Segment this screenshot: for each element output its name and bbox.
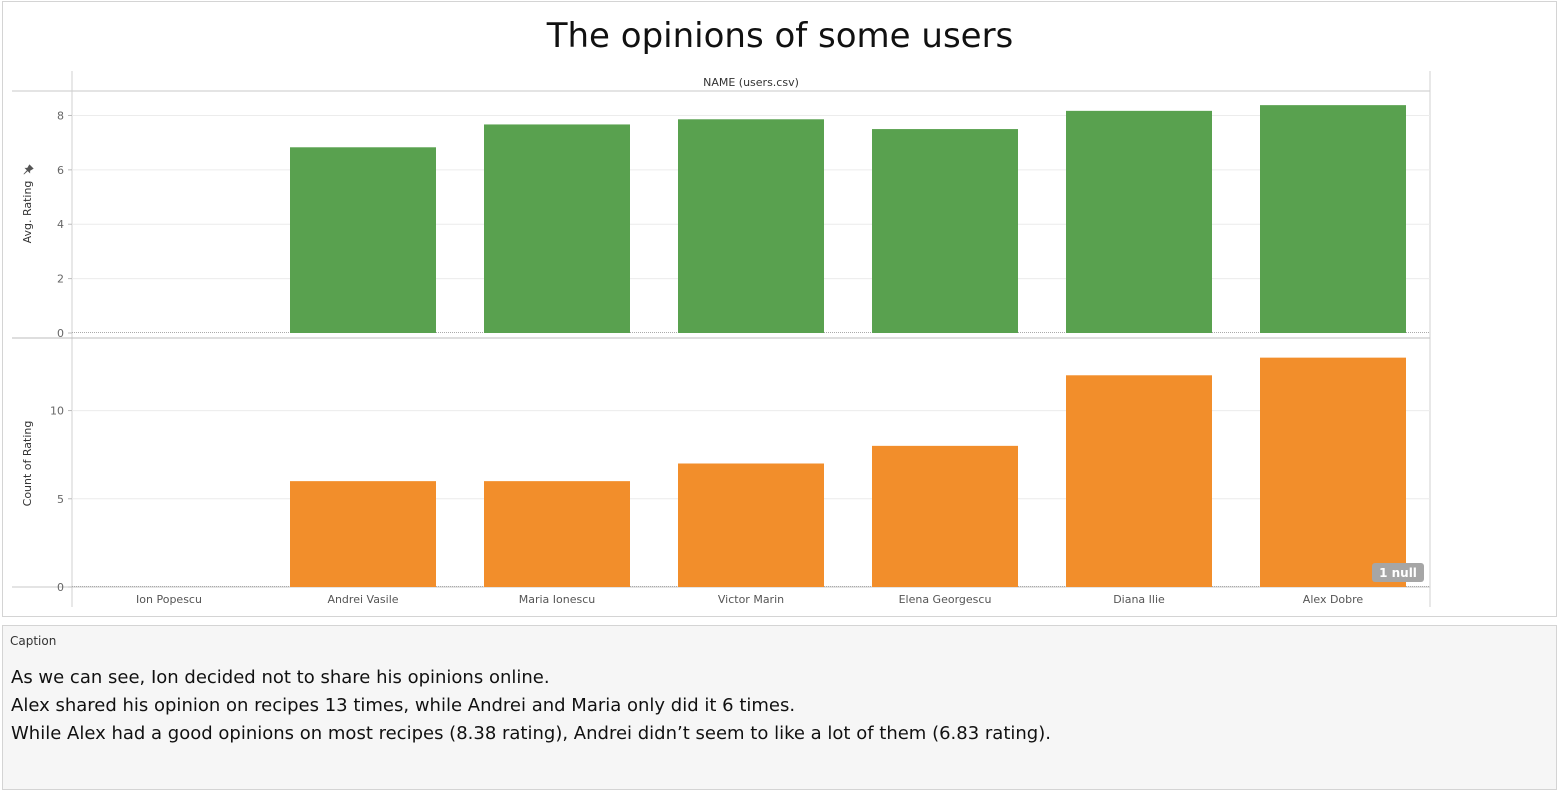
avg-rating-bar[interactable] [484,124,630,333]
category-label: Andrei Vasile [327,593,398,606]
avg-rating-tick-label: 2 [57,273,64,286]
page-title: The opinions of some users [546,16,1014,56]
pin-icon[interactable] [21,164,34,177]
avg-rating-tick-label: 4 [57,218,64,231]
caption-line: While Alex had a good opinions on most r… [11,723,1051,744]
count-rating-tick-label: 0 [57,581,64,594]
category-label: Ion Popescu [136,593,202,606]
count-rating-bar[interactable] [872,445,1018,587]
caption-line: As we can see, Ion decided not to share … [11,667,550,688]
avg-rating-tick-label: 0 [57,327,64,340]
count-rating-bar[interactable] [1066,375,1212,587]
pin-shape [23,164,34,175]
avg-rating-bar[interactable] [1260,105,1406,333]
caption-body: As we can see, Ion decided not to share … [11,664,1051,748]
category-label: Elena Georgescu [899,593,992,606]
caption-panel: Caption As we can see, Ion decided not t… [2,625,1557,790]
caption-header: Caption [10,634,57,648]
null-indicator-label: 1 null [1379,566,1417,580]
caption-line: Alex shared his opinion on recipes 13 ti… [11,695,796,716]
avg-rating-axis-title: Avg. Rating [21,181,34,244]
count-rating-axis-title: Count of Rating [21,421,34,507]
avg-rating-bar[interactable] [290,147,436,333]
count-rating-bar[interactable] [678,463,824,588]
avg-rating-bar[interactable] [872,129,1018,333]
category-label: Diana Ilie [1113,593,1165,606]
category-label: Victor Marin [718,593,784,606]
count-rating-tick-label: 5 [57,493,64,506]
category-label: Alex Dobre [1303,593,1364,606]
count-rating-bar[interactable] [1260,357,1406,587]
count-rating-bar[interactable] [484,481,630,587]
chart-area: NAME (users.csv) 0 2 4 6 8 Avg. Rating 0 5 10 Coun… [12,71,1431,607]
avg-rating-bar[interactable] [1066,110,1212,333]
avg-rating-tick-label: 6 [57,164,64,177]
avg-rating-bar[interactable] [678,119,824,333]
count-rating-bar[interactable] [290,481,436,587]
count-rating-tick-label: 10 [50,405,64,418]
column-header-label: NAME (users.csv) [703,76,799,89]
null-indicator-badge[interactable] [1372,563,1424,582]
category-label: Maria Ionescu [519,593,596,606]
avg-rating-tick-label: 8 [57,109,64,122]
